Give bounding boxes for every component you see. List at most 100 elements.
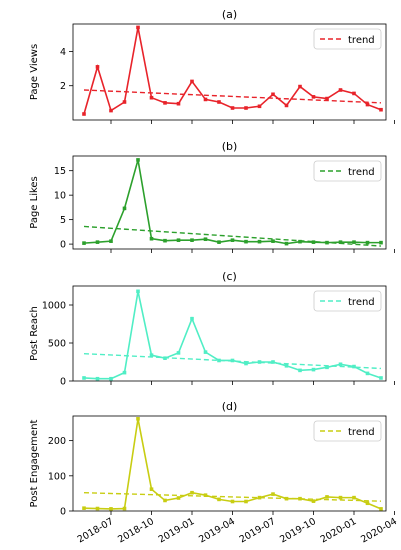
- data-point: [109, 376, 113, 381]
- data-point: [271, 92, 275, 97]
- data-point: [122, 506, 127, 511]
- data-point: [163, 498, 167, 503]
- data-point: [95, 240, 100, 244]
- x-tick-label: 2018-10: [116, 516, 156, 545]
- y-tick-label: 1000: [42, 301, 66, 312]
- data-point: [217, 497, 221, 502]
- data-point: [352, 91, 356, 96]
- data-point: [95, 376, 100, 381]
- data-point: [352, 240, 356, 244]
- x-tick-label: 2020-04: [359, 516, 399, 545]
- y-axis-label: Page Views: [29, 44, 40, 100]
- data-point: [230, 499, 235, 504]
- data-point: [82, 506, 86, 510]
- data-point: [109, 239, 113, 243]
- legend-label: trend: [348, 167, 375, 178]
- data-point: [109, 507, 113, 511]
- data-point: [122, 370, 127, 375]
- data-point: [190, 79, 194, 84]
- data-point: [217, 240, 221, 244]
- legend-label: trend: [348, 297, 375, 308]
- data-point: [230, 238, 235, 242]
- data-point: [311, 95, 316, 99]
- data-point: [257, 104, 262, 109]
- data-point: [163, 101, 167, 105]
- data-point: [325, 96, 329, 101]
- data-point: [365, 240, 370, 245]
- panel-c: (c) Post Reach 0 500 1000 trend: [29, 270, 395, 388]
- y-axis-label: Post Reach: [29, 306, 40, 361]
- data-point: [163, 356, 167, 360]
- plot-frame: [72, 285, 387, 382]
- data-point: [176, 101, 181, 106]
- trend-line: [83, 225, 382, 247]
- x-tick-label: 2019-04: [197, 516, 237, 545]
- data-point: [257, 495, 262, 500]
- data-point: [325, 365, 329, 370]
- y-tick-label: 0: [60, 240, 66, 251]
- panel-b: (b) Page Likes 0 5 10 15 trend: [29, 140, 395, 253]
- data-point: [244, 106, 248, 110]
- y-tick-label: 500: [48, 339, 66, 350]
- data-point: [257, 360, 262, 364]
- y-tick-label: 200: [48, 436, 66, 447]
- legend-label: trend: [348, 35, 375, 46]
- x-tick-label: 2019-10: [278, 516, 318, 545]
- data-point: [149, 95, 154, 100]
- data-point: [190, 238, 194, 242]
- data-point: [203, 350, 208, 354]
- data-point: [311, 240, 316, 244]
- data-point: [284, 241, 289, 246]
- data-point: [217, 358, 221, 363]
- data-point: [176, 351, 181, 355]
- data-point: [136, 289, 140, 294]
- data-point: [379, 376, 383, 380]
- data-point: [136, 158, 140, 162]
- data-point: [284, 103, 289, 108]
- legend: trend: [313, 28, 382, 50]
- data-point: [203, 97, 208, 102]
- legend-box: [313, 160, 382, 182]
- data-point: [325, 495, 329, 499]
- plot-frame: [72, 23, 387, 121]
- data-point: [149, 487, 154, 491]
- y-tick-label: 0: [60, 507, 66, 518]
- y-tick-label: 4: [60, 47, 66, 58]
- data-point: [149, 353, 154, 357]
- data-point: [311, 367, 316, 372]
- y-axis-label: Page Likes: [29, 176, 40, 229]
- x-tick-label: 2020-01: [319, 516, 359, 545]
- trend-line: [83, 492, 382, 502]
- data-point: [271, 360, 275, 364]
- data-point: [244, 361, 248, 366]
- y-tick-label: 100: [48, 471, 66, 482]
- data-point: [95, 506, 100, 511]
- data-point: [257, 239, 262, 244]
- data-point: [379, 240, 383, 245]
- data-point: [271, 492, 275, 496]
- data-point: [338, 240, 343, 244]
- data-point: [298, 84, 302, 89]
- data-point: [338, 495, 343, 500]
- y-tick-label: 2: [60, 81, 66, 92]
- data-point: [190, 316, 194, 321]
- data-point: [136, 417, 140, 421]
- data-point: [298, 368, 302, 373]
- data-point: [176, 496, 181, 500]
- data-point: [244, 499, 248, 504]
- plot-frame: [72, 415, 387, 512]
- panel-title: (d): [222, 400, 238, 413]
- data-point: [82, 241, 86, 245]
- data-point: [95, 65, 100, 69]
- data-point: [311, 499, 316, 503]
- legend: trend: [313, 420, 382, 442]
- x-tick-label: 2018-07: [76, 516, 116, 545]
- data-point: [122, 206, 127, 211]
- data-point: [230, 106, 235, 110]
- data-point: [365, 371, 370, 376]
- y-tick-label: 0: [60, 377, 66, 388]
- data-point: [122, 100, 127, 104]
- data-point: [271, 239, 275, 243]
